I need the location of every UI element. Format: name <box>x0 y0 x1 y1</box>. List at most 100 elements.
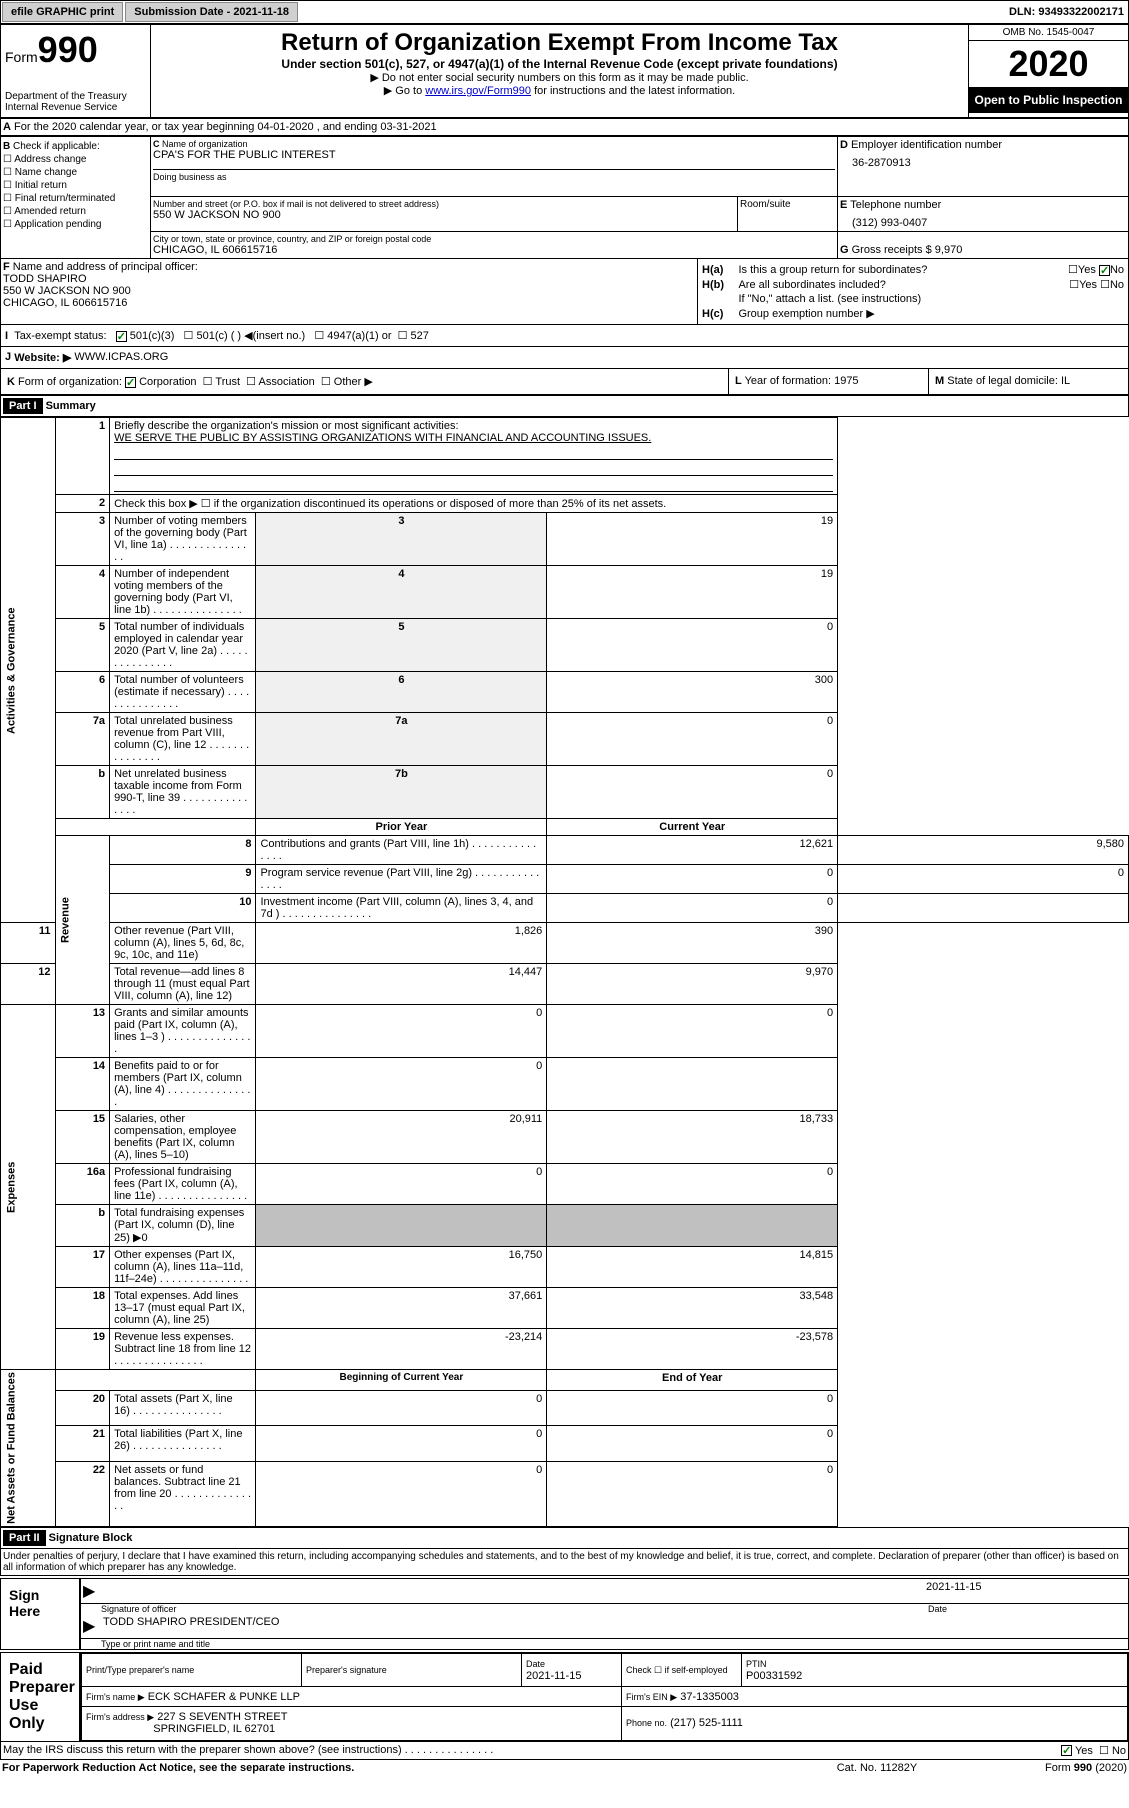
cb-corp[interactable] <box>125 377 136 388</box>
r4-v: 19 <box>547 566 838 619</box>
opt-assoc[interactable]: Association <box>259 376 315 388</box>
cb-final-return[interactable]: Final return/terminated <box>15 193 116 204</box>
ex19-n: 19 <box>55 1329 110 1370</box>
tax-year: 2020 <box>969 41 1128 87</box>
j-label: Website: ▶ <box>14 351 71 364</box>
top-bar: efile GRAPHIC print Submission Date - 20… <box>0 0 1129 24</box>
hb-label: Are all subordinates included? <box>738 278 1034 291</box>
irs-label: Internal Revenue Service <box>5 102 146 113</box>
col-boy: Beginning of Current Year <box>340 1372 464 1383</box>
check-self[interactable]: Check ☐ if self-employed <box>626 1665 728 1675</box>
hb-yes[interactable]: Yes <box>1079 279 1097 291</box>
header-mid: Return of Organization Exempt From Incom… <box>151 25 968 117</box>
city-label: City or town, state or province, country… <box>153 234 835 244</box>
part1-header: Part I Summary <box>0 395 1129 417</box>
na22-n: 22 <box>55 1461 110 1526</box>
ha-no: No <box>1110 264 1124 276</box>
arrow-icon-2: ▶ <box>83 1616 103 1636</box>
prep-sig-label: Preparer's signature <box>306 1665 387 1675</box>
paid-preparer-section: Paid Preparer Use Only Print/Type prepar… <box>0 1652 1129 1742</box>
discuss-yes: Yes <box>1075 1745 1093 1757</box>
hb-no[interactable]: No <box>1110 279 1124 291</box>
opt-trust[interactable]: Trust <box>215 376 240 388</box>
tel-value: (312) 993-0407 <box>840 211 1126 229</box>
l-box: L Year of formation: 1975 <box>728 369 928 394</box>
ex13-t: Grants and similar amounts paid (Part IX… <box>110 1005 256 1058</box>
discuss-row: May the IRS discuss this return with the… <box>0 1742 1129 1760</box>
note-ssn: ▶ Do not enter social security numbers o… <box>155 71 964 84</box>
name-box: C Name of organization CPA'S FOR THE PUB… <box>151 137 838 197</box>
form-number: 990 <box>38 29 98 70</box>
prep-date: 2021-11-15 <box>526 1670 581 1682</box>
prep-name-label: Print/Type preparer's name <box>86 1665 194 1675</box>
opt-527[interactable]: 527 <box>411 330 429 342</box>
ex14-p: 0 <box>256 1058 547 1111</box>
r5-t: Total number of individuals employed in … <box>110 619 256 672</box>
ex16b-p <box>256 1205 547 1247</box>
r7b-l: 7b <box>256 766 547 819</box>
discuss-no[interactable]: No <box>1112 1745 1126 1757</box>
na21-t: Total liabilities (Part X, line 26) <box>110 1426 256 1462</box>
ex19-t: Revenue less expenses. Subtract line 18 … <box>110 1329 256 1370</box>
rv10-c <box>838 894 1129 923</box>
cb-initial-return[interactable]: Initial return <box>15 180 67 191</box>
col-b: B Check if applicable: ☐ Address change … <box>1 137 151 258</box>
discuss-yes-check[interactable] <box>1061 1745 1072 1756</box>
ex16b-n: b <box>55 1205 110 1247</box>
row-a: A For the 2020 calendar year, or tax yea… <box>0 118 1129 136</box>
cb-address-change[interactable]: Address change <box>14 154 86 165</box>
firm-name: ECK SCHAFER & PUNKE LLP <box>148 1691 300 1703</box>
header-left: Form990 Department of the Treasury Inter… <box>1 25 151 117</box>
na22-t: Net assets or fund balances. Subtract li… <box>110 1461 256 1526</box>
irs-link[interactable]: www.irs.gov/Form990 <box>425 85 531 97</box>
rv9-p: 0 <box>547 865 838 894</box>
paperwork-notice: For Paperwork Reduction Act Notice, see … <box>2 1762 777 1774</box>
cb-app-pending[interactable]: Application pending <box>14 219 101 230</box>
na21-c: 0 <box>547 1426 838 1462</box>
part2-header: Part II Signature Block <box>0 1527 1129 1549</box>
rv9-c: 0 <box>838 865 1129 894</box>
fgh-row: F Name and address of principal officer:… <box>0 259 1129 325</box>
rv8-t: Contributions and grants (Part VIII, lin… <box>256 836 547 865</box>
f-box: F Name and address of principal officer:… <box>1 259 698 324</box>
rv8-n: 8 <box>110 836 256 865</box>
cb-amended[interactable]: Amended return <box>14 206 86 217</box>
sig-date: 2021-11-15 <box>926 1581 1126 1601</box>
col-curr: Current Year <box>659 821 725 833</box>
ex16a-n: 16a <box>55 1164 110 1205</box>
website-value: WWW.ICPAS.ORG <box>74 351 168 364</box>
col-eoy: End of Year <box>662 1372 722 1384</box>
k-label: Form of organization: <box>18 376 122 388</box>
open-public-badge: Open to Public Inspection <box>969 87 1128 113</box>
submission-date-button[interactable]: Submission Date - 2021-11-18 <box>125 2 298 22</box>
k-row: K Form of organization: Corporation ☐ Tr… <box>0 369 1129 395</box>
ex15-n: 15 <box>55 1111 110 1164</box>
ex16a-c: 0 <box>547 1164 838 1205</box>
ha-no-check[interactable] <box>1099 265 1110 276</box>
rv12-p: 14,447 <box>256 964 547 1005</box>
r7a-v: 0 <box>547 713 838 766</box>
rv10-p: 0 <box>547 894 838 923</box>
opt-4947[interactable]: 4947(a)(1) or <box>327 330 391 342</box>
ha-yes[interactable]: Yes <box>1078 264 1096 276</box>
ex18-n: 18 <box>55 1288 110 1329</box>
k-box: K Form of organization: Corporation ☐ Tr… <box>1 369 728 394</box>
rv10-n: 10 <box>110 894 256 923</box>
ex13-p: 0 <box>256 1005 547 1058</box>
gross-value: 9,970 <box>935 244 963 256</box>
b-label: Check if applicable: <box>13 141 100 152</box>
r4-n: 4 <box>55 566 110 619</box>
r6-t: Total number of volunteers (estimate if … <box>110 672 256 713</box>
cb-501c3[interactable] <box>116 331 127 342</box>
efile-print-button[interactable]: efile GRAPHIC print <box>2 2 123 22</box>
na21-p: 0 <box>256 1426 547 1462</box>
opt-501c[interactable]: 501(c) ( ) ◀(insert no.) <box>196 330 305 342</box>
r3-l: 3 <box>256 513 547 566</box>
r6-n: 6 <box>55 672 110 713</box>
opt-other[interactable]: Other ▶ <box>334 376 373 388</box>
r4-t: Number of independent voting members of … <box>110 566 256 619</box>
ex18-p: 37,661 <box>256 1288 547 1329</box>
cb-name-change[interactable]: Name change <box>15 167 77 178</box>
m-box: M State of legal domicile: IL <box>928 369 1128 394</box>
r7a-t: Total unrelated business revenue from Pa… <box>110 713 256 766</box>
